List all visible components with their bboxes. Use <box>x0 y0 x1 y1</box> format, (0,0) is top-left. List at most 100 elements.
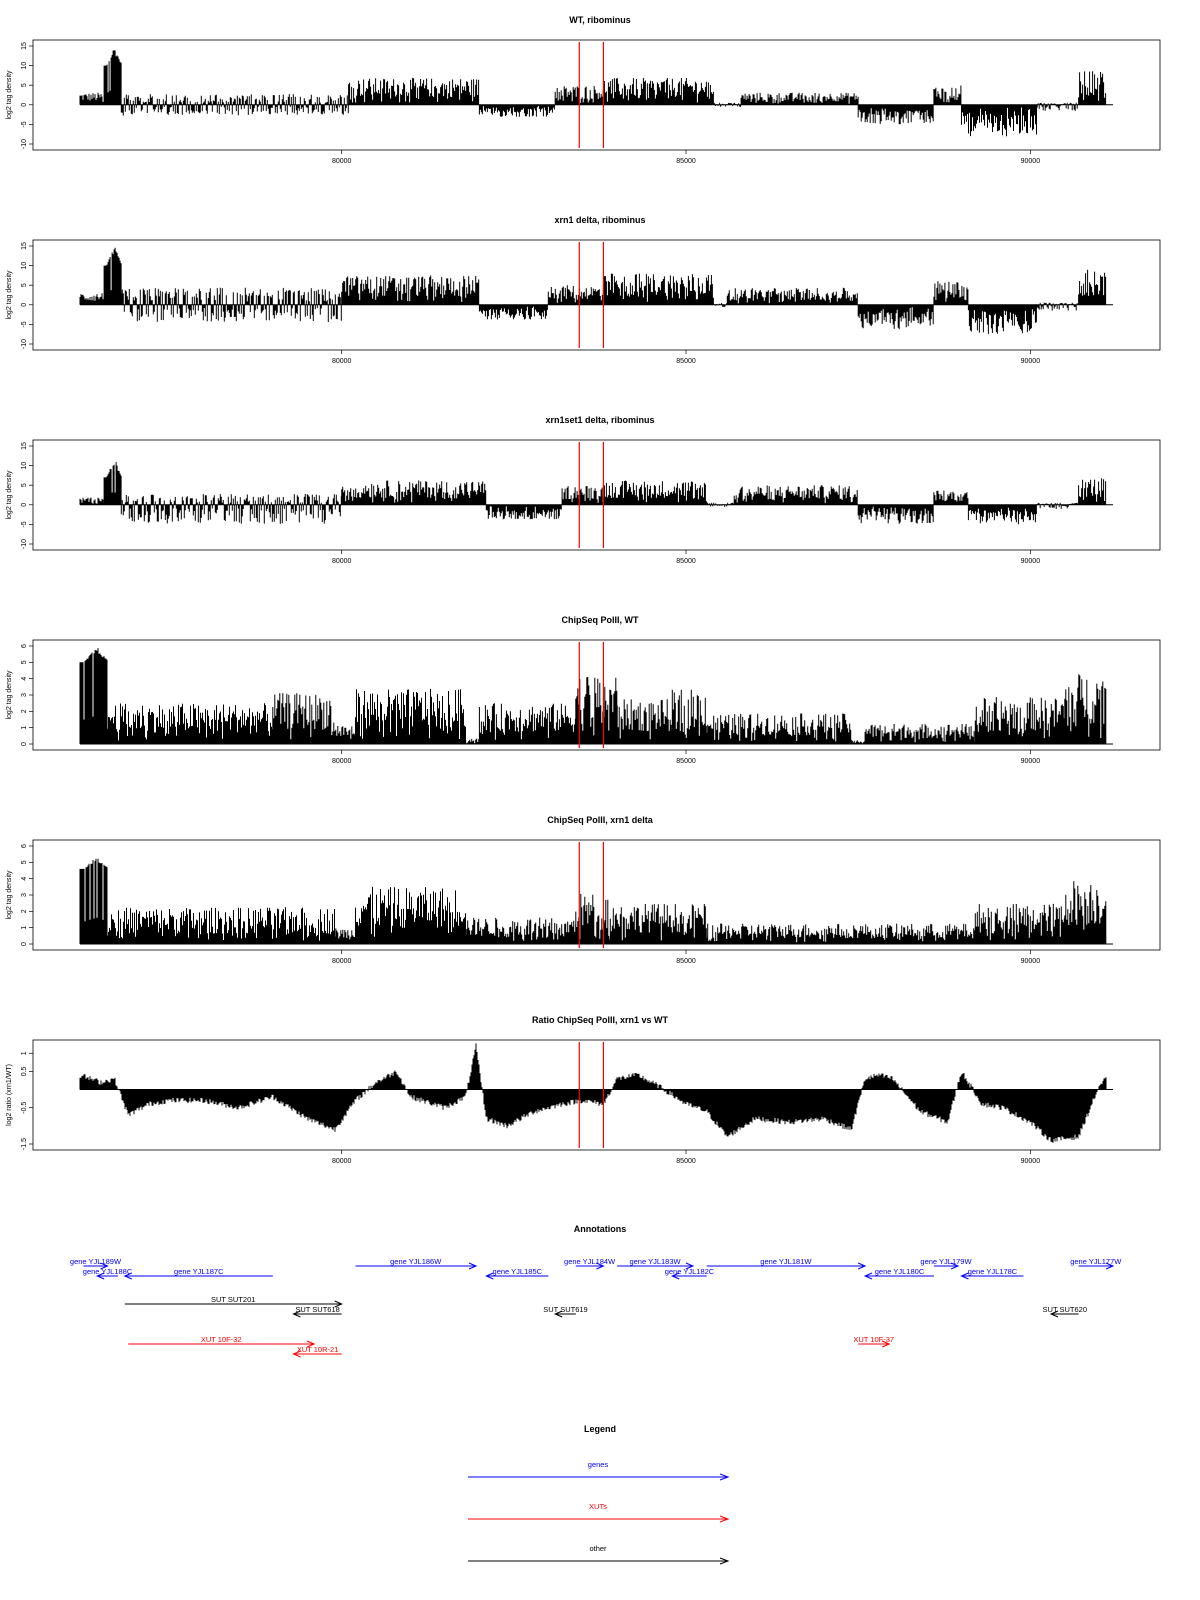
arrowhead <box>863 1272 873 1280</box>
y-tick-label: 1 <box>21 926 28 930</box>
y-tick-label: -1.5 <box>21 1138 28 1150</box>
y-tick-label: 5 <box>21 860 28 864</box>
feature-label: gene YJL180C <box>875 1267 925 1276</box>
panel-4: ChipSeq PolII, WT 0 1 2 3 4 5 6 log2 tag density… <box>6 615 1161 765</box>
feature-gene-yjl177w: gene YJL177W <box>1070 1257 1122 1270</box>
feature-gene-yjl185c: gene YJL185C <box>485 1267 549 1280</box>
feature-xut-10f-32: XUT 10F-32 <box>128 1335 316 1348</box>
panel-2: xrn1 delta, ribominus -10 -5 0 5 10 15 log2 tag… <box>6 215 1161 365</box>
legend-title: Legend <box>584 1424 616 1434</box>
feature-label: gene YJL187C <box>174 1267 224 1276</box>
x-tick-label: 90000 <box>1021 758 1041 765</box>
feature-label: gene YJL184W <box>564 1257 616 1266</box>
feature-label: gene YJL178C <box>968 1267 1018 1276</box>
x-tick-label: 80000 <box>332 558 352 565</box>
y-tick-label: -5 <box>21 321 28 327</box>
x-tick-label: 80000 <box>332 758 352 765</box>
y-tick-label: 0 <box>21 742 28 746</box>
y-tick-label: 3 <box>21 893 28 897</box>
x-tick-label: 85000 <box>676 958 696 965</box>
y-tick-label: 3 <box>21 693 28 697</box>
feature-gene-yjl179w: gene YJL179W <box>920 1257 972 1270</box>
feature-label: gene YJL179W <box>920 1257 972 1266</box>
feature-sut-sut619: SUT SUT619 <box>543 1305 588 1318</box>
feature-label: gene YJL182C <box>665 1267 715 1276</box>
y-tick-label: 5 <box>21 483 28 487</box>
y-tick-label: 15 <box>21 242 28 250</box>
y-tick-label: 5 <box>21 283 28 287</box>
panel-title: xrn1set1 delta, ribominus <box>545 415 654 425</box>
arrowhead <box>670 1272 680 1280</box>
y-axis-label: log2 tag density <box>6 870 13 920</box>
feature-sut-sut201: SUT SUT201 <box>124 1295 343 1308</box>
annotations-title: Annotations <box>574 1224 627 1234</box>
y-tick-label: 15 <box>21 42 28 50</box>
arrowhead <box>306 1340 316 1348</box>
panel-title: Ratio ChipSeq PolII, xrn1 vs WT <box>532 1015 669 1025</box>
feature-label: SUT SUT618 <box>295 1305 339 1314</box>
feature-label: gene YJL185C <box>493 1267 543 1276</box>
feature-label: SUT SUT201 <box>211 1295 255 1304</box>
arrowhead <box>292 1310 301 1318</box>
y-tick-label: -10 <box>21 539 28 549</box>
density-bars <box>79 858 1107 944</box>
y-tick-label: 5 <box>21 660 28 664</box>
feature-label: XUT 10F-37 <box>853 1335 894 1344</box>
arrowhead <box>123 1272 132 1280</box>
y-axis-label: log2 tag density <box>6 270 13 320</box>
feature-label: XUT 10R-21 <box>297 1345 339 1354</box>
feature-xut-10r-21: XUT 10R-21 <box>292 1345 342 1358</box>
plot-frame <box>32 39 1161 151</box>
x-tick-label: 80000 <box>332 958 352 965</box>
y-tick-label: 10 <box>21 262 28 270</box>
legend-arrowhead <box>719 1515 730 1523</box>
arrowhead <box>485 1272 494 1280</box>
y-tick-label: 1 <box>21 1051 28 1055</box>
arrowhead <box>334 1300 343 1308</box>
arrowhead <box>596 1262 605 1270</box>
y-tick-label: -5 <box>21 521 28 527</box>
feature-sut-sut618: SUT SUT618 <box>292 1305 342 1318</box>
arrowhead <box>553 1310 563 1318</box>
panel-title: xrn1 delta, ribominus <box>554 215 645 225</box>
y-tick-label: -5 <box>21 121 28 127</box>
arrowhead <box>468 1262 478 1270</box>
y-tick-label: 4 <box>21 677 28 681</box>
y-tick-label: 6 <box>21 844 28 848</box>
panel-1: WT, ribominus -10 -5 0 5 10 15 log2 tag density… <box>6 15 1161 165</box>
feature-label: gene YJL189W <box>70 1257 122 1266</box>
legend-label: XUTs <box>589 1502 607 1511</box>
legend-label: genes <box>588 1460 609 1469</box>
x-tick-label: 90000 <box>1021 558 1041 565</box>
feature-gene-yjl184w: gene YJL184W <box>564 1257 616 1270</box>
legend-entry-genes: genes <box>468 1460 730 1481</box>
x-tick-label: 85000 <box>676 1158 696 1165</box>
legend-entry-other: other <box>468 1544 730 1565</box>
legend: Legend genes XUTs other <box>468 1424 730 1565</box>
x-tick-label: 90000 <box>1021 158 1041 165</box>
density-bars <box>79 50 1107 137</box>
feature-gene-yjl178c: gene YJL178C <box>960 1267 1024 1280</box>
arrowhead <box>100 1262 109 1270</box>
y-tick-label: -10 <box>21 339 28 349</box>
feature-label: gene YJL186W <box>390 1257 442 1266</box>
y-tick-label: 10 <box>21 62 28 70</box>
y-tick-label: 0 <box>21 942 28 946</box>
feature-gene-yjl186w: gene YJL186W <box>355 1257 478 1270</box>
feature-gene-yjl183w: gene YJL183W <box>617 1257 695 1270</box>
y-tick-label: 0 <box>21 103 28 107</box>
y-axis-label: log2 tag density <box>6 470 13 520</box>
plot-frame <box>32 1039 1161 1151</box>
x-tick-label: 85000 <box>676 758 696 765</box>
panel-3: xrn1set1 delta, ribominus -10 -5 0 5 10 15 log2… <box>6 415 1161 565</box>
feature-gene-yjl182c: gene YJL182C <box>665 1267 715 1280</box>
arrowhead <box>685 1262 695 1270</box>
panel-5: ChipSeq PolII, xrn1 delta 0 1 2 3 4 5 6 log2 tag… <box>6 815 1161 965</box>
x-tick-label: 85000 <box>676 158 696 165</box>
y-tick-label: 10 <box>21 462 28 470</box>
x-tick-label: 90000 <box>1021 1158 1041 1165</box>
x-tick-label: 80000 <box>332 158 352 165</box>
arrowhead <box>857 1262 867 1270</box>
feature-gene-yjl181w: gene YJL181W <box>706 1257 867 1270</box>
